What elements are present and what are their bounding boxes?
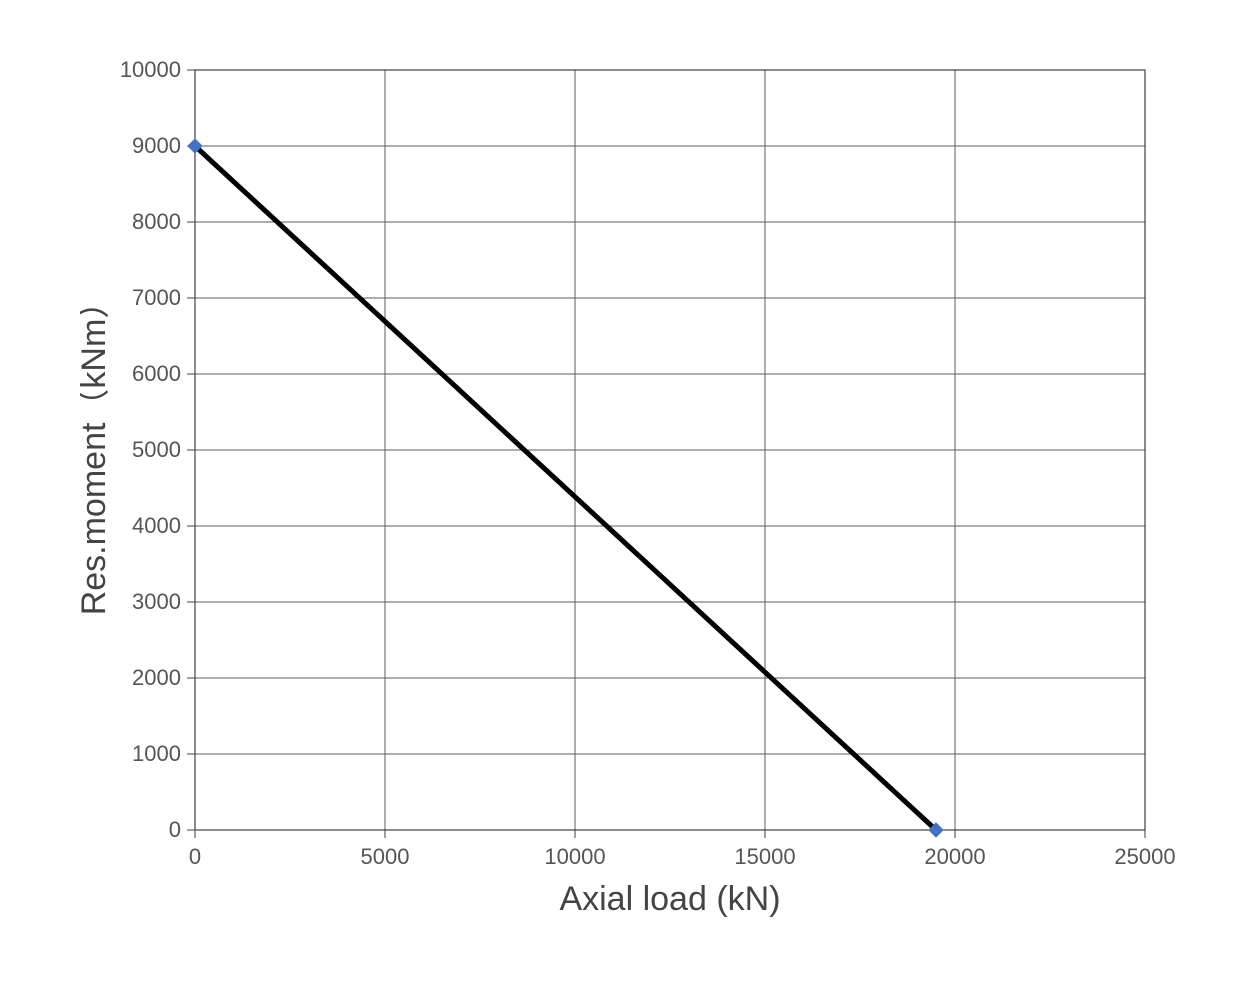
y-tick-label: 1000 xyxy=(132,741,181,766)
chart-bg xyxy=(80,40,1180,940)
x-axis-label: Axial load (kN) xyxy=(559,880,780,918)
y-tick-label: 2000 xyxy=(132,665,181,690)
y-tick-label: 0 xyxy=(169,817,181,842)
y-tick-label: 4000 xyxy=(132,513,181,538)
x-tick-label: 15000 xyxy=(734,844,795,869)
y-tick-label: 3000 xyxy=(132,589,181,614)
x-tick-label: 0 xyxy=(189,844,201,869)
y-tick-label: 8000 xyxy=(132,209,181,234)
x-tick-label: 10000 xyxy=(544,844,605,869)
y-axis-label: Res.moment（kNm） xyxy=(80,285,113,616)
y-tick-label: 10000 xyxy=(120,57,181,82)
y-tick-label: 9000 xyxy=(132,133,181,158)
x-tick-label: 20000 xyxy=(924,844,985,869)
chart-svg: 0 5000 10000 15000 20000 25000 0 1000 2000 3000 40… xyxy=(80,40,1180,940)
x-tick-label: 5000 xyxy=(361,844,410,869)
y-tick-label: 6000 xyxy=(132,361,181,386)
x-tick-label: 25000 xyxy=(1114,844,1175,869)
y-tick-label: 7000 xyxy=(132,285,181,310)
y-tick-label: 5000 xyxy=(132,437,181,462)
interaction-chart: 0 5000 10000 15000 20000 25000 0 1000 2000 3000 40… xyxy=(80,40,1180,940)
